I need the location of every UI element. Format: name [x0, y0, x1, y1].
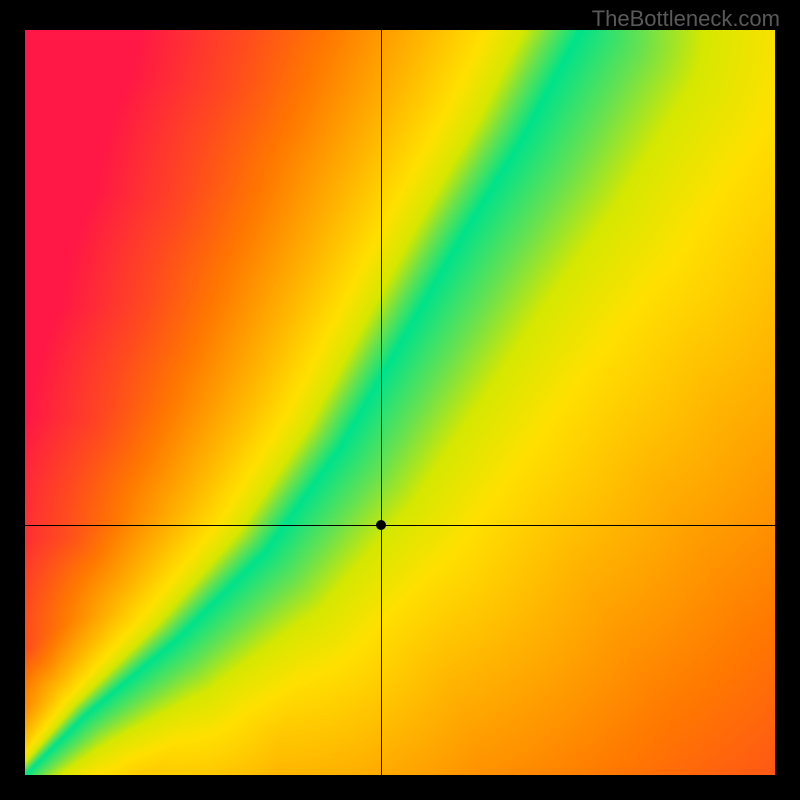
crosshair-vertical: [381, 30, 382, 775]
heatmap-canvas: [25, 30, 775, 775]
chart-container: TheBottleneck.com: [0, 0, 800, 800]
heatmap-plot: [25, 30, 775, 775]
crosshair-horizontal: [25, 525, 775, 526]
data-point-marker: [376, 520, 386, 530]
watermark-text: TheBottleneck.com: [592, 6, 780, 32]
